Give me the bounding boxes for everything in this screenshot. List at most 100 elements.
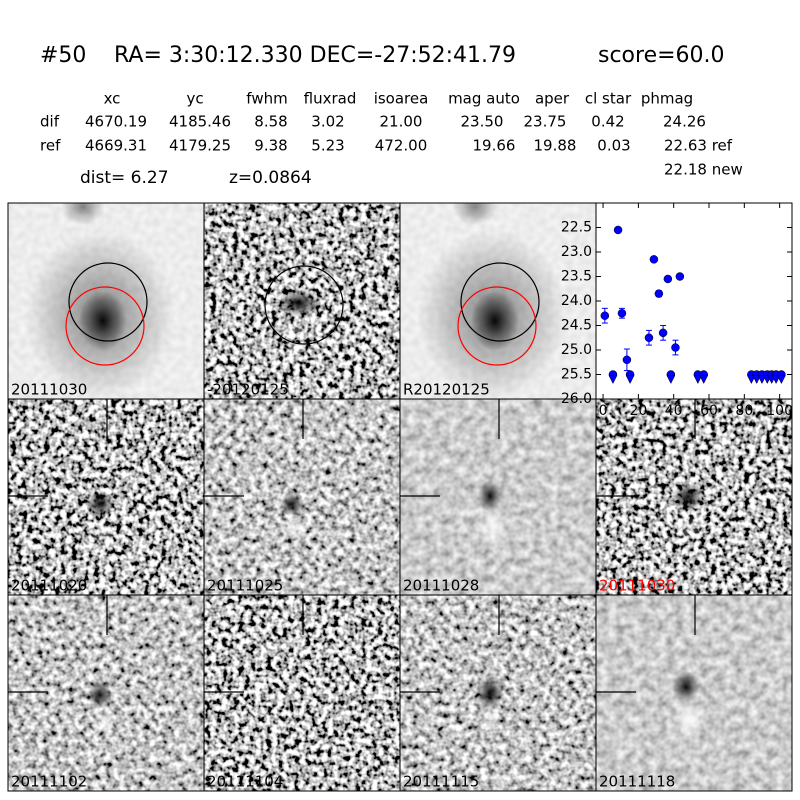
table-cell: 21.00	[380, 113, 423, 131]
new-mag: 22.18 new	[664, 161, 743, 179]
x-tick-label: 60	[700, 403, 718, 419]
image-noise	[204, 399, 400, 595]
panel-label: -20120125	[207, 381, 289, 399]
x-tick-label: 40	[665, 403, 683, 419]
source-dark	[672, 483, 704, 511]
column-header: fluxrad	[304, 90, 357, 108]
source-bright	[90, 708, 118, 736]
limit-arrow	[625, 375, 635, 385]
source-dark	[88, 681, 112, 709]
detection-point	[600, 311, 610, 320]
aperture	[68, 262, 148, 342]
column-header: xc	[104, 90, 121, 108]
limit-arrow	[752, 375, 762, 385]
limit-arrow	[608, 375, 618, 385]
source-bright	[89, 522, 117, 546]
detection-point	[613, 225, 623, 235]
panel-border	[595, 594, 793, 792]
panel-label: 20111020	[11, 577, 87, 595]
table-cell: 0.03	[597, 137, 630, 155]
column-header: aper	[535, 90, 570, 108]
table-cell: 23.50	[461, 113, 504, 131]
column-header: phmag	[641, 90, 693, 108]
image-noise	[204, 595, 400, 791]
source-dark	[476, 675, 504, 711]
redshift: z=0.0864	[229, 168, 312, 188]
detection-point	[644, 333, 654, 342]
table-cell: 8.58	[254, 113, 287, 131]
detection-point	[622, 355, 632, 365]
panel-label: 20111102	[11, 773, 87, 791]
aperture	[460, 262, 540, 342]
panel-label: 20111118	[599, 773, 675, 791]
table-cell: 0.42	[591, 113, 624, 131]
limit-arrow	[757, 375, 767, 385]
source-dark	[478, 480, 502, 512]
panel-label: 20111028	[403, 577, 479, 595]
source-bright	[672, 515, 704, 543]
neighbor	[61, 203, 105, 225]
panel-label: R20120125	[403, 381, 490, 399]
neighbor	[453, 203, 497, 225]
aperture	[264, 265, 344, 345]
image-panel	[8, 203, 204, 399]
y-tick-label: 24.0	[561, 293, 592, 309]
source-bright	[281, 319, 317, 343]
table-cell: 472.00	[375, 137, 428, 155]
limit-arrow	[777, 375, 786, 385]
limit-arrow	[771, 375, 781, 385]
image-panel	[8, 399, 204, 595]
panel-label: 20111115	[403, 773, 479, 791]
table-cell: 19.88	[534, 137, 577, 155]
aperture	[457, 286, 537, 366]
table-cell: 4185.46	[169, 113, 231, 131]
y-tick-label: 26.0	[561, 391, 592, 407]
panel-grid: 20111030 -20120125 R20120125 20111020 201110…	[7, 202, 793, 792]
table-cell: 22.63 ref	[664, 137, 733, 155]
aperture	[65, 286, 145, 366]
table-cell: 23.75	[524, 113, 567, 131]
panel-label: 20111030	[599, 577, 675, 595]
image-panel	[204, 399, 400, 595]
coordinates: RA= 3:30:12.330 DEC=-27:52:41.79	[114, 43, 516, 68]
detection-point	[671, 343, 680, 352]
detection-point	[658, 328, 668, 338]
source-bright	[478, 708, 502, 732]
x-tick-label: 100	[766, 403, 793, 419]
panel-label: 20111104	[207, 773, 283, 791]
y-tick-label: 24.5	[561, 318, 592, 334]
image-panel	[204, 595, 400, 791]
x-tick-label: 20	[629, 403, 647, 419]
dist: dist= 6.27	[80, 168, 169, 188]
limit-arrow	[746, 375, 756, 385]
image-panel	[400, 595, 596, 791]
column-header: mag auto	[448, 90, 520, 108]
x-tick-label: 80	[735, 403, 753, 419]
y-tick-label: 23.5	[561, 269, 592, 285]
table-cell: 24.26	[663, 113, 706, 131]
limit-arrow	[699, 375, 709, 385]
column-header: fwhm	[246, 90, 287, 108]
table-cell: 19.66	[473, 137, 516, 155]
source-bright	[673, 695, 705, 743]
plot-frame	[595, 202, 793, 400]
detection-point	[663, 274, 673, 284]
y-tick-label: 23.0	[561, 244, 592, 260]
source-dark	[280, 492, 304, 516]
score: score=60.0	[598, 43, 725, 68]
table-cell: 4669.31	[85, 137, 147, 155]
detection-point	[675, 272, 685, 281]
limit-arrow	[693, 375, 703, 385]
detection-point	[649, 255, 659, 264]
detection-point	[654, 289, 664, 298]
row-label: dif	[40, 113, 60, 131]
column-header: yc	[186, 90, 203, 108]
table-cell: 4670.19	[85, 113, 147, 131]
x-tick-label: 0	[599, 403, 608, 419]
table-cell: 3.02	[311, 113, 344, 131]
detection-point	[617, 309, 627, 318]
source-bright	[477, 505, 509, 549]
image-panel	[596, 399, 792, 595]
column-header: cl star	[585, 90, 632, 108]
image-panel	[400, 203, 596, 399]
